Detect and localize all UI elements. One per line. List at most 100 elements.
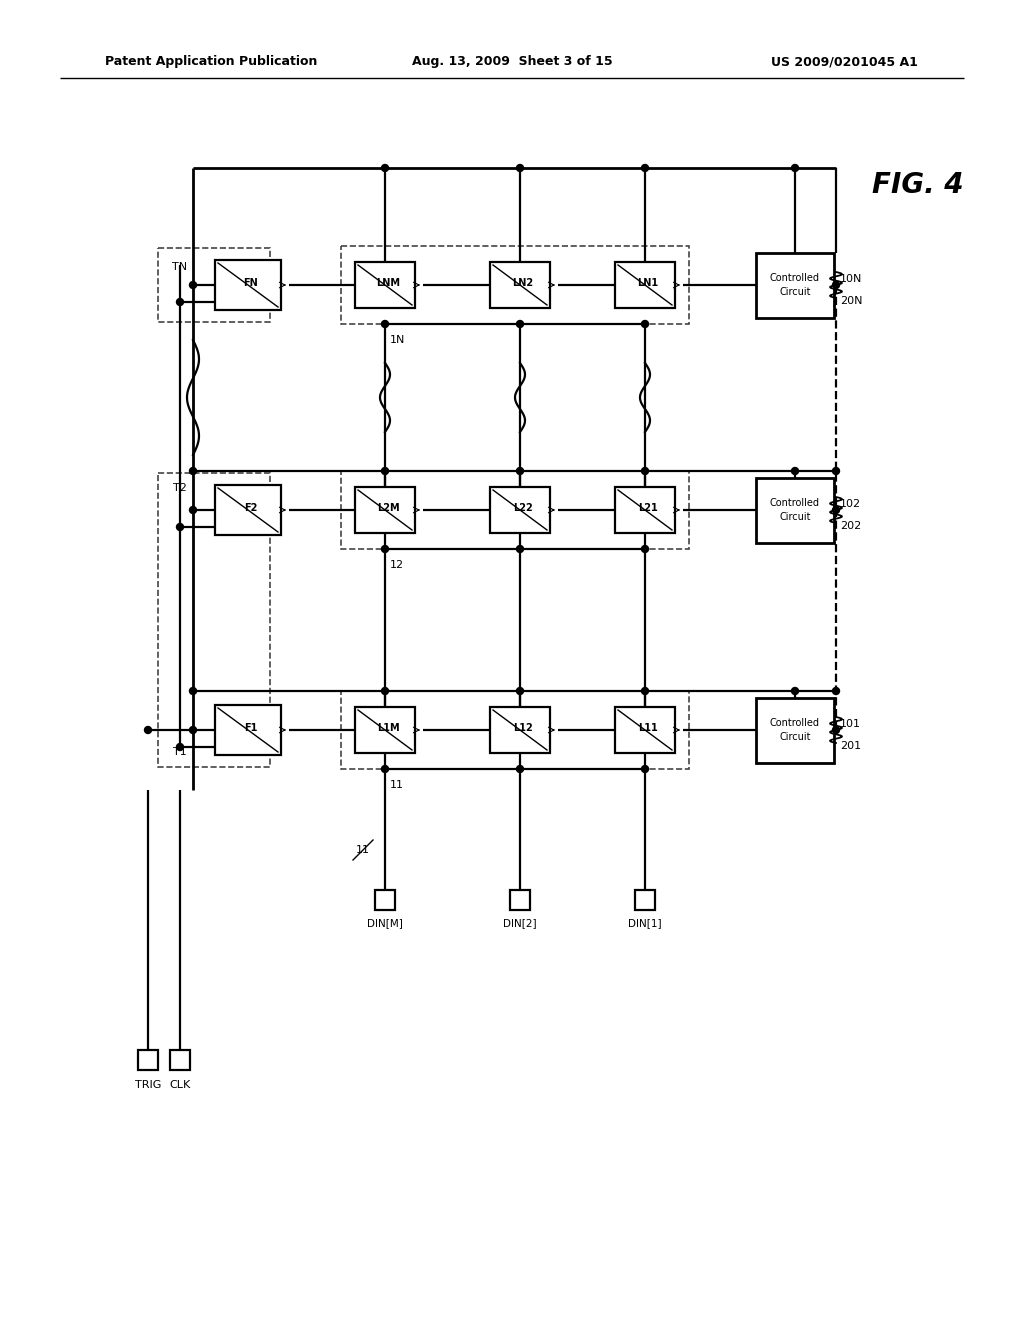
Text: 101: 101	[840, 719, 861, 729]
Text: L22: L22	[513, 503, 532, 513]
Text: Circuit: Circuit	[779, 733, 811, 742]
Circle shape	[176, 743, 183, 751]
Text: LNM: LNM	[376, 279, 400, 288]
Text: DIN[M]: DIN[M]	[367, 917, 402, 928]
Text: Aug. 13, 2009  Sheet 3 of 15: Aug. 13, 2009 Sheet 3 of 15	[412, 55, 612, 69]
Circle shape	[516, 545, 523, 553]
Circle shape	[144, 726, 152, 734]
Text: Controlled: Controlled	[770, 273, 820, 282]
Bar	[355, 261, 415, 308]
Bar	[490, 708, 550, 752]
Bar	[158, 473, 270, 767]
Bar	[615, 261, 675, 308]
Circle shape	[641, 321, 648, 327]
Bar	[510, 890, 530, 909]
Circle shape	[833, 726, 840, 734]
Circle shape	[382, 688, 388, 694]
Circle shape	[833, 688, 840, 694]
Bar	[355, 487, 415, 533]
Circle shape	[641, 688, 648, 694]
Circle shape	[833, 281, 840, 289]
Text: CLK: CLK	[169, 1080, 190, 1090]
Circle shape	[189, 726, 197, 734]
Circle shape	[382, 467, 388, 474]
Circle shape	[516, 321, 523, 327]
Text: L12: L12	[513, 723, 532, 733]
Text: L11: L11	[638, 723, 657, 733]
Text: T1: T1	[173, 747, 187, 756]
Text: L2M: L2M	[377, 503, 399, 513]
Bar	[756, 252, 834, 318]
Bar	[170, 1049, 190, 1071]
Circle shape	[641, 766, 648, 772]
Text: LN2: LN2	[512, 279, 534, 288]
Text: TN: TN	[172, 261, 187, 272]
Circle shape	[176, 524, 183, 531]
Bar	[490, 487, 550, 533]
Circle shape	[641, 467, 648, 474]
Circle shape	[833, 467, 840, 474]
Circle shape	[792, 467, 799, 474]
Text: F2: F2	[245, 503, 258, 513]
Circle shape	[189, 467, 197, 474]
Text: US 2009/0201045 A1: US 2009/0201045 A1	[771, 55, 918, 69]
Circle shape	[641, 545, 648, 553]
Circle shape	[189, 507, 197, 513]
Circle shape	[516, 688, 523, 694]
Bar	[138, 1049, 158, 1071]
Text: Patent Application Publication: Patent Application Publication	[105, 55, 317, 69]
Text: Controlled: Controlled	[770, 718, 820, 729]
Text: L1M: L1M	[377, 723, 399, 733]
Circle shape	[516, 165, 523, 172]
Text: 1N: 1N	[390, 335, 406, 345]
Bar	[375, 890, 395, 909]
Circle shape	[189, 281, 197, 289]
Text: FIG. 4: FIG. 4	[872, 172, 964, 199]
Text: FN: FN	[244, 279, 258, 288]
Text: T2: T2	[173, 483, 187, 492]
Circle shape	[176, 298, 183, 305]
Circle shape	[792, 688, 799, 694]
Text: 102: 102	[840, 499, 861, 510]
Text: 11: 11	[390, 780, 404, 789]
Text: 11: 11	[356, 845, 370, 855]
Bar	[341, 471, 689, 549]
Text: 202: 202	[840, 521, 861, 531]
Bar	[615, 708, 675, 752]
Text: TRIG: TRIG	[135, 1080, 161, 1090]
Bar	[215, 260, 281, 310]
Circle shape	[833, 507, 840, 513]
Text: Circuit: Circuit	[779, 286, 811, 297]
Bar	[635, 890, 655, 909]
Circle shape	[382, 545, 388, 553]
Text: DIN[1]: DIN[1]	[628, 917, 662, 928]
Bar	[215, 705, 281, 755]
Text: Circuit: Circuit	[779, 512, 811, 521]
Text: DIN[2]: DIN[2]	[503, 917, 537, 928]
Circle shape	[516, 766, 523, 772]
Text: 201: 201	[840, 741, 861, 751]
Bar	[756, 478, 834, 543]
Text: LN1: LN1	[637, 279, 658, 288]
Circle shape	[792, 165, 799, 172]
Bar	[341, 246, 689, 323]
Circle shape	[382, 766, 388, 772]
Circle shape	[382, 165, 388, 172]
Text: F1: F1	[245, 723, 258, 733]
Circle shape	[189, 688, 197, 694]
Bar	[490, 261, 550, 308]
Circle shape	[516, 467, 523, 474]
Bar	[158, 248, 270, 322]
Bar	[341, 690, 689, 770]
Bar	[615, 487, 675, 533]
Text: 10N: 10N	[840, 275, 862, 284]
Bar	[756, 697, 834, 763]
Text: Controlled: Controlled	[770, 498, 820, 508]
Bar	[355, 708, 415, 752]
Circle shape	[382, 321, 388, 327]
Bar	[215, 484, 281, 535]
Circle shape	[641, 165, 648, 172]
Text: L21: L21	[638, 503, 657, 513]
Text: 20N: 20N	[840, 296, 862, 306]
Text: 12: 12	[390, 560, 404, 570]
